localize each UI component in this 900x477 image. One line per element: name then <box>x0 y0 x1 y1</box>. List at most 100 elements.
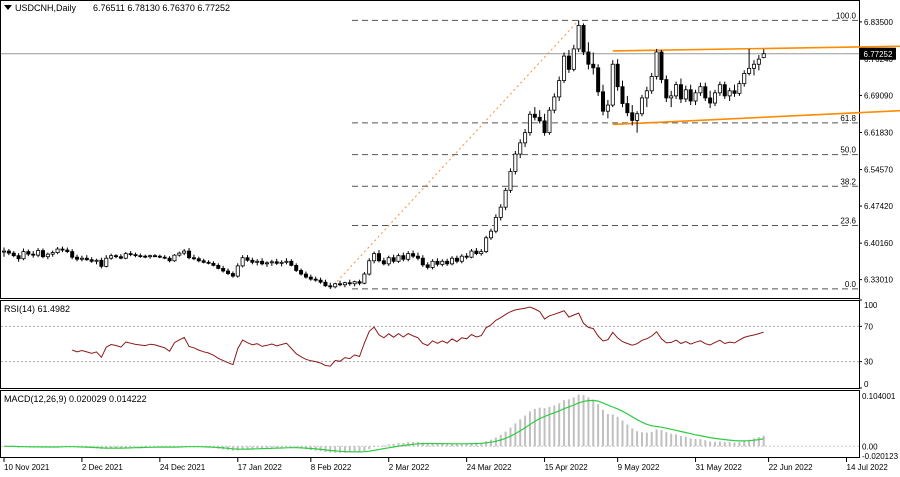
channel-line[interactable] <box>612 105 900 126</box>
rsi-tick-label: 100 <box>864 301 878 310</box>
candle-body-up <box>55 248 60 254</box>
candle-body-down <box>313 278 318 281</box>
candle <box>133 252 138 258</box>
macd-tick-label: -0.020123 <box>862 452 899 461</box>
fib-level-label: 50.0 <box>840 146 856 155</box>
candle <box>187 248 192 260</box>
price-tick-label: 6.61830 <box>864 128 893 137</box>
candle <box>109 253 114 260</box>
candle-body-down <box>591 63 596 69</box>
candle-body-down <box>328 285 333 288</box>
candle <box>552 93 557 114</box>
candle-body-down <box>391 257 396 262</box>
candle-body-down <box>16 255 21 260</box>
candle-body-down <box>60 248 65 251</box>
candle <box>445 258 450 266</box>
candle <box>508 168 513 193</box>
candle <box>693 89 698 106</box>
candle <box>542 113 547 136</box>
candle <box>294 263 299 273</box>
channel-line[interactable] <box>612 44 900 52</box>
date-tick-label: 22 Jun 2022 <box>769 463 814 472</box>
candle-body-down <box>659 51 664 80</box>
candle <box>630 105 635 126</box>
candle-body-up <box>610 63 615 106</box>
candle <box>571 44 576 72</box>
candle-body-down <box>260 260 265 265</box>
candle <box>562 52 567 84</box>
candle <box>308 274 313 281</box>
candle <box>26 249 31 257</box>
fib-swing-line <box>329 19 580 290</box>
candle <box>323 279 328 287</box>
candle <box>415 252 420 261</box>
candle-body-up <box>406 253 411 260</box>
candle <box>318 277 323 284</box>
fib-level-label: 0.0 <box>845 280 857 289</box>
candle-body-down <box>226 270 231 274</box>
candle <box>284 258 289 265</box>
candle-body-down <box>250 259 255 263</box>
candle-body-down <box>221 268 226 272</box>
candle-body-down <box>722 84 727 97</box>
candle <box>527 111 532 136</box>
candle-body-down <box>581 25 586 53</box>
candle-body-up <box>240 257 245 267</box>
candle <box>11 251 16 258</box>
candle-body-up <box>693 92 698 102</box>
candle-body-down <box>474 250 479 255</box>
candle <box>669 90 674 108</box>
candle-body-down <box>323 281 328 287</box>
candle-body-up <box>488 230 493 239</box>
candle-body-down <box>152 255 157 258</box>
candle <box>698 82 703 96</box>
candle <box>16 253 21 262</box>
candle <box>488 228 493 240</box>
candle-body-up <box>484 237 489 252</box>
candle-body-up <box>498 206 503 218</box>
candle-body-down <box>425 264 430 268</box>
fibonacci-levels: 0.0 23.6 38.2 50.0 61.8 100.0 <box>352 11 858 290</box>
candle-body-up <box>50 252 55 255</box>
candle <box>347 279 352 286</box>
candle-body-up <box>333 283 338 288</box>
candle-body-down <box>143 255 148 258</box>
price-title: USDCNH,Daily 6.76511 6.78130 6.76370 6.7… <box>4 3 230 13</box>
candle-body-down <box>299 270 304 275</box>
price-tick-label: 6.83500 <box>864 18 893 27</box>
candle <box>557 76 562 101</box>
candle <box>601 84 606 116</box>
candle-body-down <box>65 249 70 252</box>
candle <box>751 60 756 76</box>
candle-body-up <box>255 260 260 263</box>
candle-body-up <box>508 171 513 191</box>
candle-body-up <box>342 282 347 286</box>
candle <box>513 151 518 175</box>
candle <box>123 252 128 260</box>
candle-body-down <box>532 113 537 118</box>
candle-body-up <box>571 48 576 70</box>
candle-body-down <box>601 91 606 112</box>
candle-body-up <box>605 104 610 112</box>
candle-body-down <box>216 264 221 269</box>
candle <box>260 258 265 266</box>
candle-body-down <box>70 251 75 258</box>
price-tick-label: 6.40160 <box>864 239 893 248</box>
candle <box>605 99 610 119</box>
candle-body-down <box>289 260 294 266</box>
candle <box>727 87 732 101</box>
candle <box>664 75 669 103</box>
candle <box>493 214 498 234</box>
candle <box>469 249 474 259</box>
candle <box>581 23 586 56</box>
candle-body-up <box>751 63 756 69</box>
candle <box>89 257 94 263</box>
candle <box>55 246 60 255</box>
candle <box>303 271 308 279</box>
candle-body-down <box>338 283 343 286</box>
candle <box>31 251 36 258</box>
rsi-tick-label: 30 <box>864 358 873 367</box>
candle-body-down <box>703 86 708 99</box>
candle-body-up <box>727 90 732 97</box>
